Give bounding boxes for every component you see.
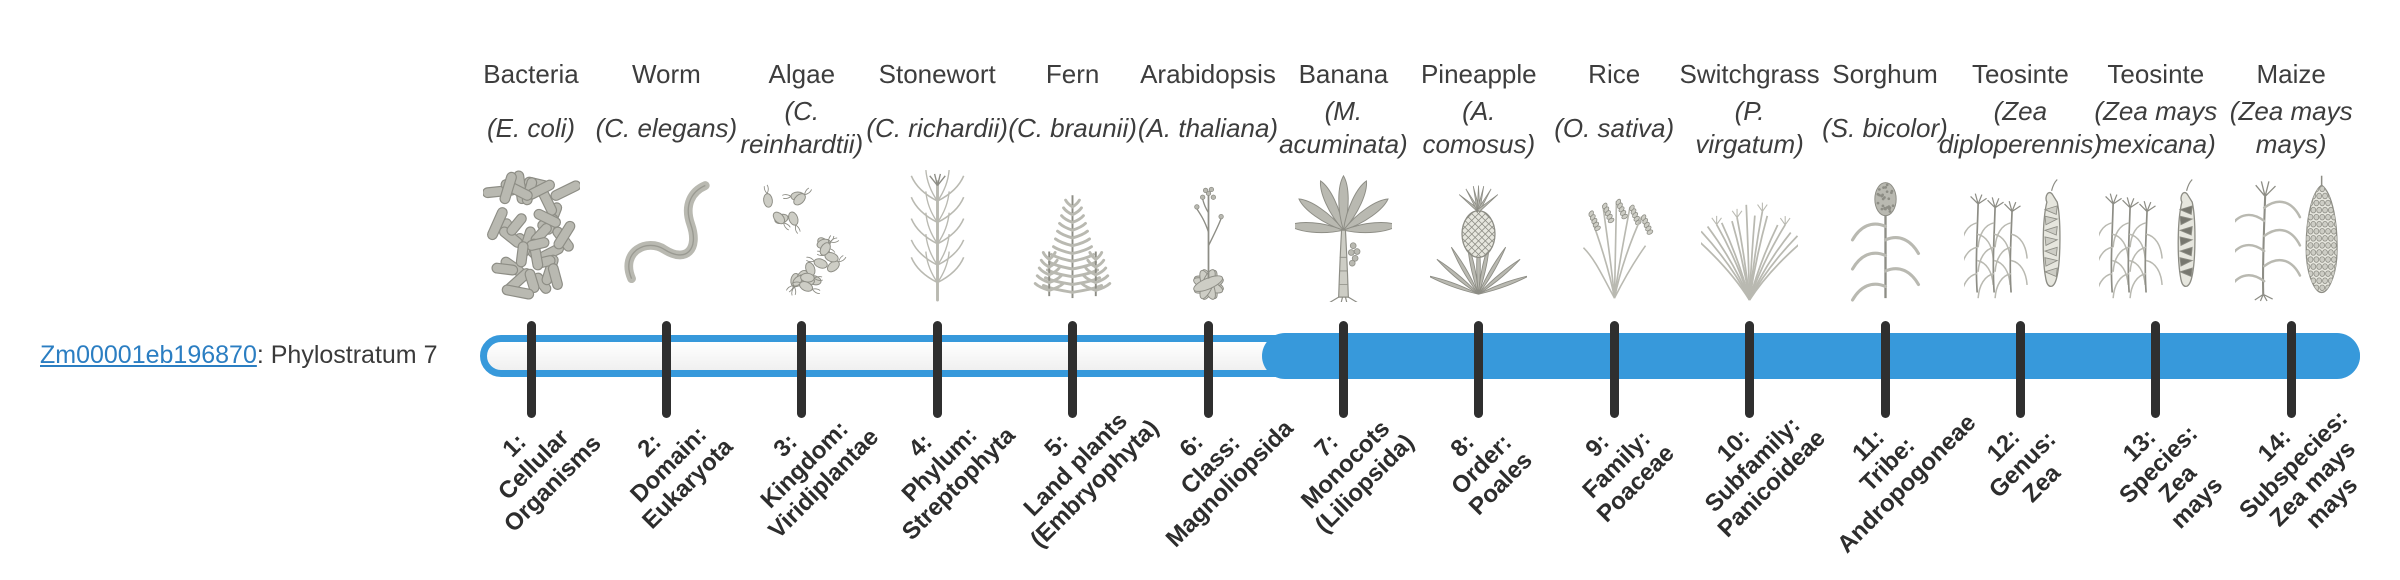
rice-plant-icon xyxy=(1566,170,1663,302)
gene-link[interactable]: Zm00001eb196870 xyxy=(40,341,257,369)
taxon-illustration xyxy=(1098,156,1318,302)
taxon-common-name: Banana xyxy=(1298,59,1389,89)
taxon-common-name: Pineapple xyxy=(1420,59,1537,89)
taxon-header: Stonewort (C. richardii) xyxy=(827,58,1047,166)
taxon-header: Teosinte (Zea mays mexicana) xyxy=(2046,58,2266,166)
taxon-scientific-name: (E. coli) xyxy=(486,112,576,143)
taxon-common-name: Maize xyxy=(2256,59,2326,89)
taxon-scientific-name: (C. elegans) xyxy=(595,112,738,143)
worm-icon xyxy=(618,170,715,302)
taxon-header: Teosinte (Zea diploperennis) xyxy=(1910,58,2130,166)
taxon-common-name: Rice xyxy=(1588,59,1641,89)
stratum-tick xyxy=(1338,321,1348,418)
stratum-tick xyxy=(2151,321,2161,418)
taxon-illustration xyxy=(963,156,1183,302)
phylostrata-fill xyxy=(1262,333,2360,379)
stratum-tick xyxy=(1609,321,1619,418)
taxon-illustration xyxy=(1504,156,1724,302)
taxon-header: Switchgrass (P. virgatum) xyxy=(1640,58,1860,166)
taxon-illustration xyxy=(1369,156,1589,302)
taxon-common-name: Stonewort xyxy=(878,59,996,89)
taxon-common-name: Arabidopsis xyxy=(1140,59,1276,89)
taxon-illustration xyxy=(1640,156,1860,302)
stratum-tick xyxy=(1880,321,1890,418)
taxon-scientific-name: (Zea diploperennis) xyxy=(1938,96,2103,159)
taxon-illustration xyxy=(2046,156,2266,302)
teosinte-diploperennis-icon xyxy=(1960,170,2077,302)
stratum-tick xyxy=(797,321,807,418)
sorghum-icon xyxy=(1837,170,1934,302)
taxon-illustration xyxy=(1910,156,2130,302)
taxon-scientific-name: (M. acuminata) xyxy=(1279,96,1408,159)
taxon-scientific-name: (Zea mays mexicana) xyxy=(2094,96,2218,159)
taxon-header: Fern (C. braunii) xyxy=(963,58,1183,166)
taxon-scientific-name: (Zea mays mays) xyxy=(2229,96,2353,159)
taxon-illustration xyxy=(827,156,1047,302)
taxon-common-name: Teosinte xyxy=(1971,59,2069,89)
algae-icon xyxy=(753,170,850,302)
taxon-header: Bacteria (E. coli) xyxy=(421,58,641,166)
stratum-tick xyxy=(1203,321,1213,418)
taxon-header: Worm (C. elegans) xyxy=(556,58,776,166)
gene-label: Zm00001eb196870: Phylostratum 7 xyxy=(40,341,438,370)
taxon-illustration xyxy=(1233,156,1453,306)
taxon-scientific-name: (P. virgatum) xyxy=(1695,96,1804,159)
taxon-header: Rice (O. sativa) xyxy=(1504,58,1724,166)
taxon-scientific-name: (C. reinhardtii) xyxy=(740,96,864,159)
pineapple-icon xyxy=(1427,170,1531,302)
taxon-common-name: Switchgrass xyxy=(1679,59,1820,89)
taxon-header: Algae (C. reinhardtii) xyxy=(692,58,912,166)
gene-phylostratum-text: : Phylostratum 7 xyxy=(256,341,438,369)
stonewort-icon xyxy=(889,169,986,302)
taxon-scientific-name: (C. braunii) xyxy=(1008,112,1137,143)
taxon-header: Pineapple (A. comosus) xyxy=(1369,58,1589,166)
taxon-common-name: Sorghum xyxy=(1832,59,1938,89)
stratum-tick xyxy=(526,321,536,418)
taxon-common-name: Teosinte xyxy=(2107,59,2205,89)
stratum-tick xyxy=(1745,321,1755,418)
taxon-illustration xyxy=(2181,156,2400,302)
taxon-scientific-name: (A. thaliana) xyxy=(1137,112,1279,143)
stratum-tick xyxy=(2015,321,2025,418)
fern-icon xyxy=(1024,170,1121,302)
maize-icon xyxy=(2226,170,2348,302)
stratum-tick xyxy=(2286,321,2296,418)
taxon-header: Maize (Zea mays mays) xyxy=(2181,58,2400,166)
stratum-tick xyxy=(932,321,942,418)
taxon-scientific-name: (O. sativa) xyxy=(1554,112,1675,143)
taxon-illustration xyxy=(556,156,776,302)
banana-plant-icon xyxy=(1288,170,1399,306)
taxon-common-name: Fern xyxy=(1045,59,1100,89)
taxon-scientific-name: (S. bicolor) xyxy=(1822,112,1948,143)
taxon-header: Arabidopsis (A. thaliana) xyxy=(1098,58,1318,166)
taxon-illustration xyxy=(692,156,912,302)
stratum-tick xyxy=(1068,321,1078,418)
taxon-header: Sorghum (S. bicolor) xyxy=(1775,58,1995,166)
taxon-common-name: Worm xyxy=(631,59,701,89)
taxon-illustration xyxy=(421,156,641,302)
arabidopsis-icon xyxy=(1160,170,1257,302)
stratum-tick xyxy=(661,321,671,418)
taxon-scientific-name: (A. comosus) xyxy=(1422,96,1536,159)
bacteria-icon xyxy=(481,170,581,302)
taxon-common-name: Bacteria xyxy=(483,59,579,89)
stratum-tick xyxy=(1474,321,1484,418)
taxon-common-name: Algae xyxy=(768,59,836,89)
taxon-header: Banana (M. acuminata) xyxy=(1233,58,1453,166)
taxon-illustration xyxy=(1775,156,1995,302)
taxon-scientific-name: (C. richardii) xyxy=(866,112,1008,143)
